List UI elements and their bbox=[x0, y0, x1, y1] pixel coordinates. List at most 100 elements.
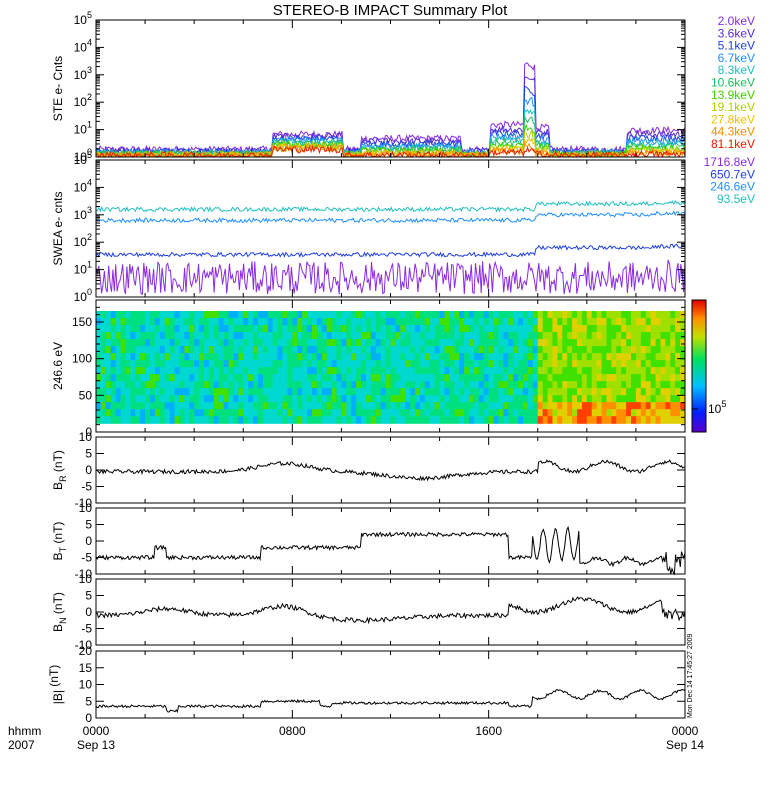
heatmap-cell bbox=[243, 381, 249, 389]
heatmap-cell bbox=[493, 353, 500, 361]
heatmap-cell bbox=[267, 318, 274, 326]
heatmap-cell bbox=[292, 367, 298, 375]
tick-exponent: 2 bbox=[87, 92, 92, 102]
heatmap-cell bbox=[154, 381, 161, 389]
heatmap-cell bbox=[395, 381, 401, 389]
heatmap-cell bbox=[203, 409, 210, 417]
heatmap-cell bbox=[184, 374, 190, 382]
heatmap-cell bbox=[581, 346, 588, 354]
heatmap-cell bbox=[405, 402, 411, 410]
heatmap-cell bbox=[174, 367, 181, 375]
heatmap-cell bbox=[243, 367, 249, 375]
heatmap-cell bbox=[419, 367, 426, 375]
heatmap-cell bbox=[189, 409, 195, 417]
heatmap-cell bbox=[493, 416, 500, 424]
heatmap-cell bbox=[478, 381, 485, 389]
heatmap-cell bbox=[670, 367, 676, 375]
heatmap-cell bbox=[655, 402, 662, 410]
heatmap-cell bbox=[400, 409, 406, 417]
heatmap-cell bbox=[130, 360, 136, 368]
heatmap-cell bbox=[375, 311, 382, 319]
heatmap-cell bbox=[429, 409, 436, 417]
heatmap-cell bbox=[282, 402, 289, 410]
heatmap-cell bbox=[194, 388, 200, 396]
heatmap-cell bbox=[415, 388, 421, 396]
heatmap-cell bbox=[145, 311, 151, 319]
heatmap-cell bbox=[532, 395, 539, 403]
heatmap-cell bbox=[439, 332, 446, 340]
heatmap-cell bbox=[429, 416, 436, 424]
heatmap-cell bbox=[213, 332, 220, 340]
heatmap-cell bbox=[439, 409, 446, 417]
heatmap-cell bbox=[508, 381, 514, 389]
heatmap-cell bbox=[248, 374, 254, 382]
heatmap-cell bbox=[380, 311, 387, 319]
heatmap-cell bbox=[262, 367, 269, 375]
heatmap-cell bbox=[385, 409, 392, 417]
heatmap-cell bbox=[316, 374, 323, 382]
heatmap-cell bbox=[365, 388, 372, 396]
heatmap-cell bbox=[424, 409, 431, 417]
heatmap-cell bbox=[380, 409, 387, 417]
heatmap-cell bbox=[635, 381, 642, 389]
heatmap-cell bbox=[405, 353, 411, 361]
heatmap-cell bbox=[572, 395, 578, 403]
heatmap-cell bbox=[419, 395, 426, 403]
heatmap-cell bbox=[572, 325, 578, 333]
heatmap-cell bbox=[287, 402, 293, 410]
heatmap-cell bbox=[591, 346, 598, 354]
heatmap-cell bbox=[454, 367, 460, 375]
heatmap-cell bbox=[311, 388, 318, 396]
heatmap-cell bbox=[621, 395, 627, 403]
tick-exponent: 5 bbox=[87, 10, 92, 20]
heatmap-cell bbox=[238, 395, 244, 403]
heatmap-cell bbox=[248, 388, 254, 396]
heatmap-cell bbox=[96, 367, 102, 375]
heatmap-cell bbox=[473, 311, 480, 319]
heatmap-cell bbox=[665, 374, 671, 382]
heatmap-cell bbox=[493, 346, 500, 354]
heatmap-cell bbox=[100, 388, 107, 396]
heatmap-cell bbox=[581, 339, 588, 347]
heatmap-cell bbox=[213, 318, 220, 326]
heatmap-cell bbox=[120, 409, 127, 417]
heatmap-cell bbox=[631, 409, 637, 417]
heatmap-cell bbox=[154, 388, 161, 396]
heatmap-cell bbox=[307, 353, 313, 361]
heatmap-cell bbox=[208, 332, 215, 340]
heatmap-cell bbox=[277, 360, 284, 368]
heatmap-cell bbox=[518, 367, 524, 375]
heatmap-cell bbox=[527, 311, 534, 319]
heatmap-cell bbox=[159, 360, 166, 368]
heatmap-cell bbox=[184, 388, 190, 396]
heatmap-cell bbox=[307, 332, 313, 340]
heatmap-cell bbox=[346, 346, 352, 354]
heatmap-cell bbox=[660, 409, 666, 417]
heatmap-cell bbox=[424, 311, 431, 319]
heatmap-cell bbox=[660, 353, 666, 361]
heatmap-cell bbox=[346, 374, 352, 382]
heatmap-cell bbox=[218, 318, 225, 326]
heatmap-cell bbox=[110, 311, 117, 319]
heatmap-cell bbox=[120, 346, 127, 354]
heatmap-cell bbox=[96, 388, 102, 396]
heatmap-cell bbox=[621, 388, 627, 396]
heatmap-cell bbox=[351, 346, 357, 354]
heatmap-cell bbox=[316, 311, 323, 319]
heatmap-cell bbox=[238, 367, 244, 375]
heatmap-cell bbox=[562, 381, 568, 389]
heatmap-cell bbox=[616, 353, 622, 361]
heatmap-cell bbox=[174, 402, 181, 410]
heatmap-cell bbox=[346, 416, 352, 424]
heatmap-cell bbox=[223, 318, 230, 326]
heatmap-cell bbox=[493, 367, 500, 375]
heatmap-cell bbox=[302, 360, 308, 368]
heatmap-cell bbox=[444, 388, 450, 396]
heatmap-cell bbox=[469, 353, 475, 361]
heatmap-cell bbox=[149, 374, 156, 382]
heatmap-cell bbox=[552, 311, 558, 319]
heatmap-cell bbox=[282, 416, 289, 424]
heatmap-cell bbox=[361, 360, 367, 368]
heatmap-cell bbox=[380, 381, 387, 389]
heatmap-cell bbox=[154, 332, 161, 340]
